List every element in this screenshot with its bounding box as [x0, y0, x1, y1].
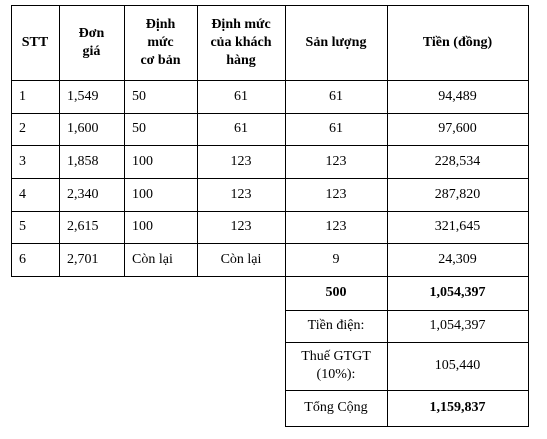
hline-r2	[11, 145, 529, 146]
hline-r4	[11, 211, 529, 212]
table-row-6-co-ban: Còn lại	[132, 251, 173, 267]
table-row-2-san-luong: 61	[329, 121, 343, 136]
header-tien: Tiền (đồng)	[422, 34, 493, 50]
table-row-3-co-ban: 100	[132, 153, 153, 169]
tong-cong-label: Tổng Cộng	[304, 400, 368, 415]
table-row-3-san-luong: 123	[325, 153, 347, 169]
hline-r6	[11, 276, 529, 277]
table-row-3-khach-hang: 123	[230, 153, 252, 169]
vat-value: 105,440	[434, 358, 481, 373]
table-row-4-tien: 287,820	[434, 186, 481, 202]
table-row-2-tien: 97,600	[438, 121, 477, 136]
table-row-2-stt: 2	[19, 121, 26, 136]
table-row-3-stt: 3	[19, 153, 26, 169]
table-row-1-san-luong: 61	[329, 88, 343, 104]
hline-bottom	[285, 426, 529, 427]
hline-r1	[11, 113, 529, 114]
total-amount: 1,054,397	[429, 285, 486, 300]
tien-dien-value: 1,054,397	[429, 318, 486, 333]
tien-dien-label: Tiền điện:	[307, 318, 365, 333]
table-row-5-don-gia: 2,615	[67, 219, 99, 234]
table-row-4-co-ban: 100	[132, 186, 153, 202]
vline-4	[285, 5, 286, 427]
table-row-2-co-ban: 50	[132, 121, 146, 136]
table-row-5-stt: 5	[19, 219, 26, 234]
hline-s3	[285, 390, 529, 391]
header-san-luong: Sản lượng	[305, 34, 367, 50]
header-dinh-muc-khach-hang: Định mức của khách hàng	[210, 16, 272, 68]
table-row-1-stt: 1	[19, 88, 26, 104]
vline-3	[197, 5, 198, 277]
table-row-4-khach-hang: 123	[230, 186, 252, 202]
table-row-5-khach-hang: 123	[230, 219, 252, 234]
table-row-5-co-ban: 100	[132, 219, 153, 234]
table-row-5-san-luong: 123	[325, 219, 347, 234]
table-row-1-co-ban: 50	[132, 88, 146, 104]
table-row-2-don-gia: 1,600	[67, 121, 99, 136]
table-row-4-stt: 4	[19, 186, 26, 202]
table-row-6-san-luong: 9	[332, 251, 340, 267]
header-stt: STT	[21, 34, 49, 50]
table-row-1-tien: 94,489	[438, 88, 477, 104]
hline-r5	[11, 243, 529, 244]
table-row-3-tien: 228,534	[434, 153, 481, 169]
table-row-6-tien: 24,309	[438, 251, 477, 267]
hline-s2	[285, 342, 529, 343]
table-row-4-san-luong: 123	[325, 186, 347, 202]
table-row-4-don-gia: 2,340	[67, 186, 99, 202]
vat-label: Thuế GTGT (10%):	[301, 349, 371, 382]
vline-6	[528, 5, 529, 427]
hline-s1	[285, 310, 529, 311]
header-dinh-muc-co-ban: Định mức cơ bản	[140, 16, 181, 68]
header-don-gia: Đơn giá	[78, 25, 105, 59]
table-row-6-stt: 6	[19, 251, 26, 267]
hline-top	[11, 5, 529, 6]
total-quantity: 500	[325, 285, 347, 300]
table-row-3-don-gia: 1,858	[67, 153, 99, 169]
vline-5	[387, 5, 388, 427]
vline-2	[124, 5, 125, 277]
vline-0	[11, 5, 12, 277]
table-row-6-khach-hang: Còn lại	[220, 251, 262, 267]
table-row-2-khach-hang: 61	[234, 121, 248, 136]
hline-r3	[11, 178, 529, 179]
hline-header	[11, 80, 529, 81]
vline-1	[59, 5, 60, 277]
table-row-1-khach-hang: 61	[234, 88, 248, 104]
table-row-1-don-gia: 1,549	[67, 88, 99, 104]
tong-cong-value: 1,159,837	[429, 400, 486, 415]
table-row-6-don-gia: 2,701	[67, 251, 99, 267]
table-row-5-tien: 321,645	[434, 219, 481, 234]
